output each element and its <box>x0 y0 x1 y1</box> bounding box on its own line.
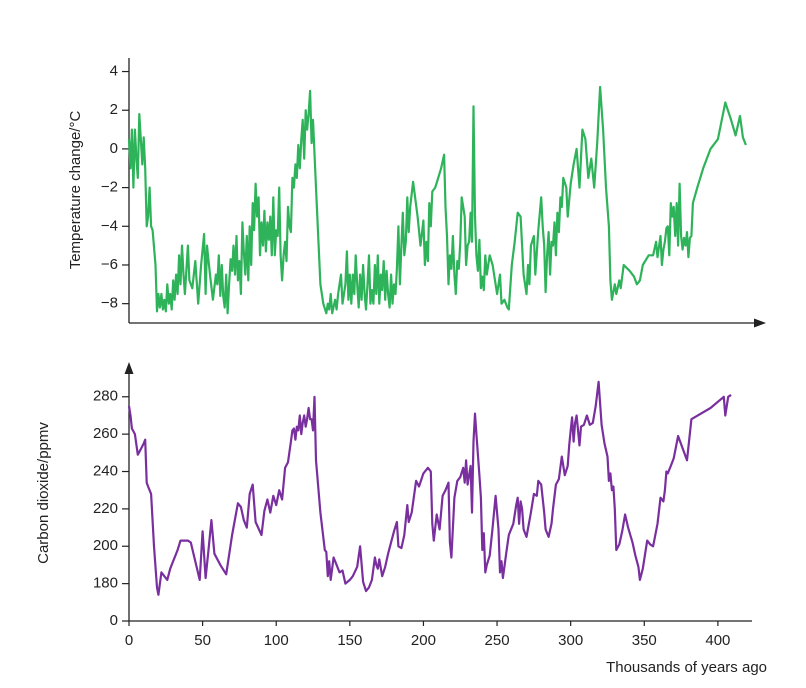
x-axis-label: Thousands of years ago <box>606 659 767 676</box>
y-axis-label: Temperature change/°C <box>67 111 84 270</box>
y-tick-label: 180 <box>93 575 118 592</box>
y-tick-label: 0 <box>110 140 118 157</box>
y-tick-label: 4 <box>110 63 118 80</box>
x-tick-label: 0 <box>125 632 133 649</box>
x-tick-label: 150 <box>337 632 362 649</box>
y-tick-label: 0 <box>110 612 118 629</box>
axis-arrow <box>124 362 134 374</box>
x-tick-label: 350 <box>632 632 657 649</box>
x-tick-label: 100 <box>264 632 289 649</box>
x-tick-label: 400 <box>705 632 730 649</box>
x-tick-label: 250 <box>485 632 510 649</box>
y-tick-label: 240 <box>93 462 118 479</box>
x-tick-label: 300 <box>558 632 583 649</box>
y-tick-label: −4 <box>101 217 118 234</box>
y-tick-label: 280 <box>93 388 118 405</box>
y-tick-label: −6 <box>101 256 118 273</box>
y-tick-label: 260 <box>93 425 118 442</box>
x-tick-label: 200 <box>411 632 436 649</box>
y-axis-label: Carbon dioxide/ppmv <box>35 422 52 564</box>
y-tick-label: −8 <box>101 295 118 312</box>
y-tick-label: 200 <box>93 537 118 554</box>
y-tick-label: 220 <box>93 500 118 517</box>
axis-arrow <box>754 318 766 328</box>
x-tick-label: 50 <box>194 632 211 649</box>
y-tick-label: 2 <box>110 101 118 118</box>
y-tick-label: −2 <box>101 179 118 196</box>
data-line <box>127 85 747 315</box>
data-line <box>127 380 732 596</box>
